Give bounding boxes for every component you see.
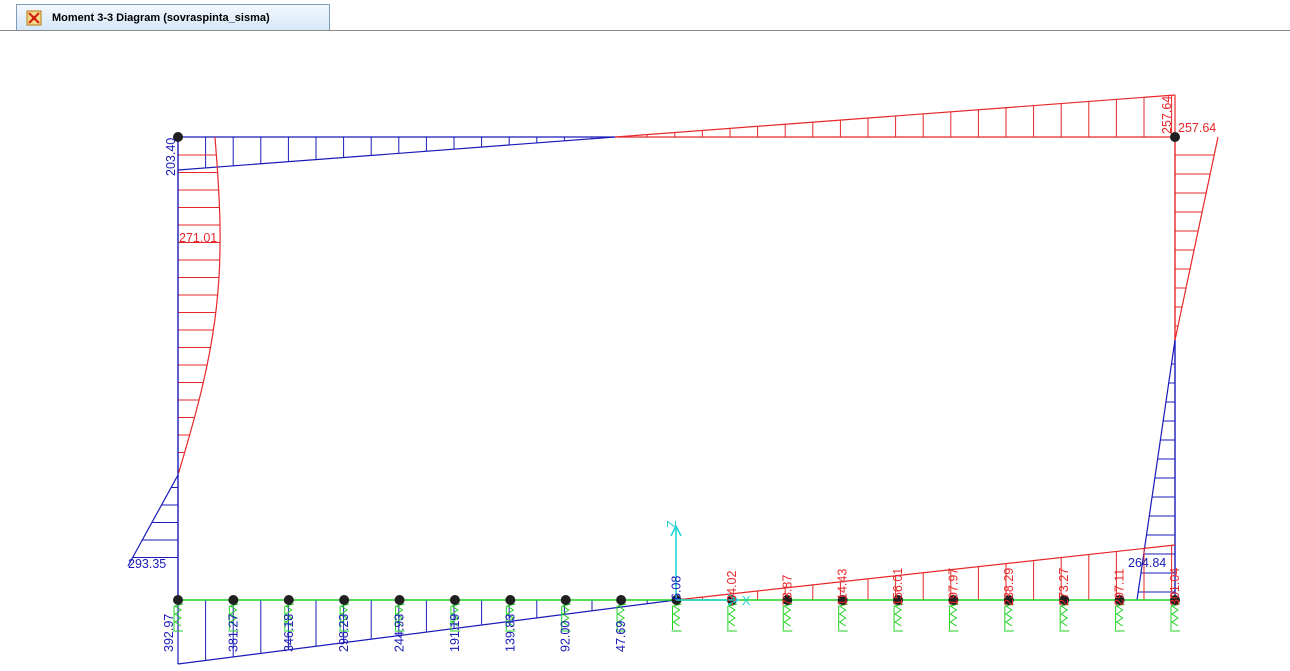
joint-node xyxy=(782,595,793,605)
spring-support xyxy=(1115,603,1125,627)
joint-node xyxy=(394,595,405,605)
right-column-moment-positive xyxy=(1174,136,1219,341)
bottom-beam-negative-label: 92.00 xyxy=(559,621,573,652)
spring-support xyxy=(173,603,184,627)
bottom-beam-negative-label: 392.97 xyxy=(162,614,176,652)
joint-node xyxy=(339,595,350,605)
left-column-max-label: 271.01 xyxy=(179,231,217,245)
bottom-beam-negative-label: 139.83 xyxy=(503,614,517,652)
z-axis-label: Z xyxy=(665,520,679,528)
spring-support xyxy=(672,603,682,627)
x-axis-arrow xyxy=(727,594,740,606)
joint-node xyxy=(173,595,183,605)
tab-title: Moment 3-3 Diagram (sovraspinta_sisma) xyxy=(52,11,270,24)
right-column-top-label: 257.64 xyxy=(1178,121,1216,135)
joint-node xyxy=(173,132,183,142)
moment-diagram: Z X 203.40 257.64 257.64 271.01 293.35 264.84 39… xyxy=(127,94,1219,665)
joint-node xyxy=(505,595,516,605)
bottom-beam-negative-label: 298.23 xyxy=(337,614,351,652)
diagram-group xyxy=(127,94,1219,665)
joint-node xyxy=(1170,132,1180,142)
left-column-moment-negative xyxy=(127,474,179,567)
spring-support xyxy=(561,603,571,627)
z-axis-arrow xyxy=(670,524,682,537)
x-axis-label: X xyxy=(742,594,751,608)
spring-support xyxy=(284,603,294,627)
bottom-beam-moment-negative xyxy=(177,599,677,665)
bottom-beam-negative-label: 346.18 xyxy=(282,614,296,652)
bottom-beam-moment-positive xyxy=(675,544,1176,601)
spring-support xyxy=(395,603,405,627)
sap-structure-icon xyxy=(26,10,42,26)
spring-support xyxy=(339,603,350,627)
joint-node xyxy=(893,595,904,605)
bottom-beam-positive-label: 301.04 xyxy=(1168,568,1182,606)
bottom-beam-positive-label: 156.01 xyxy=(891,568,905,606)
joint-node xyxy=(948,595,959,605)
moment-diagram-canvas[interactable]: Z X 203.40 257.64 257.64 271.01 293.35 264.84 39… xyxy=(0,30,1290,666)
bottom-beam-positive-label: 238.29 xyxy=(1002,568,1016,606)
top-beam-left-label: 203.40 xyxy=(164,138,178,176)
spring-support xyxy=(616,603,627,627)
spring-support xyxy=(1170,603,1181,627)
top-beam-right-label: 257.64 xyxy=(1160,96,1174,134)
bottom-beam-positive-label: -34.02 xyxy=(725,571,739,606)
document-tab-bar: Moment 3-3 Diagram (sovraspinta_sisma) xyxy=(0,0,1290,31)
bottom-beam-negative-label: 244.93 xyxy=(393,614,407,652)
bottom-beam-positive-label: 197.97 xyxy=(946,568,960,606)
spring-support xyxy=(1004,603,1014,627)
bottom-beam-positive-label: 73.87 xyxy=(780,575,794,606)
tab-moment-diagram[interactable]: Moment 3-3 Diagram (sovraspinta_sisma) xyxy=(16,4,330,30)
spring-support xyxy=(949,603,959,627)
joint-node xyxy=(283,595,294,605)
spring-support xyxy=(783,603,793,627)
bottom-beam-positive-label: 114.43 xyxy=(836,569,850,606)
spring-support xyxy=(450,603,461,627)
left-column-bottom-label: 293.35 xyxy=(128,557,166,571)
joint-node xyxy=(560,595,571,605)
bottom-beam-negative-label: 381.27 xyxy=(226,614,240,652)
bottom-beam-negative-label: 47.69 xyxy=(614,621,628,652)
bottom-beam-negative-label: 6.08 xyxy=(670,576,684,600)
bottom-beam-positive-label: 297.11 xyxy=(1113,569,1127,606)
joint-node xyxy=(1170,595,1180,605)
right-column-moment-negative xyxy=(1136,339,1176,601)
bottom-beam-negative-label: 191.19 xyxy=(448,614,462,652)
spring-support xyxy=(727,603,738,627)
top-beam-moment-negative xyxy=(177,136,616,171)
joint-node xyxy=(616,595,627,605)
bottom-beam-positive-label: 273.27 xyxy=(1057,568,1071,606)
joint-node xyxy=(1114,595,1125,605)
joint-node xyxy=(837,595,848,605)
joint-node xyxy=(1003,595,1014,605)
spring-support xyxy=(838,603,848,627)
top-beam-moment-positive xyxy=(614,94,1176,138)
joint-node xyxy=(449,595,460,605)
joint-node xyxy=(228,595,239,605)
spring-support xyxy=(229,603,239,627)
spring-support xyxy=(506,603,516,627)
spring-support xyxy=(1060,603,1070,627)
left-column-moment-positive xyxy=(178,136,221,474)
spring-support xyxy=(893,603,904,627)
right-column-bottom-label: 264.84 xyxy=(1128,556,1166,570)
joint-node xyxy=(1059,595,1070,605)
